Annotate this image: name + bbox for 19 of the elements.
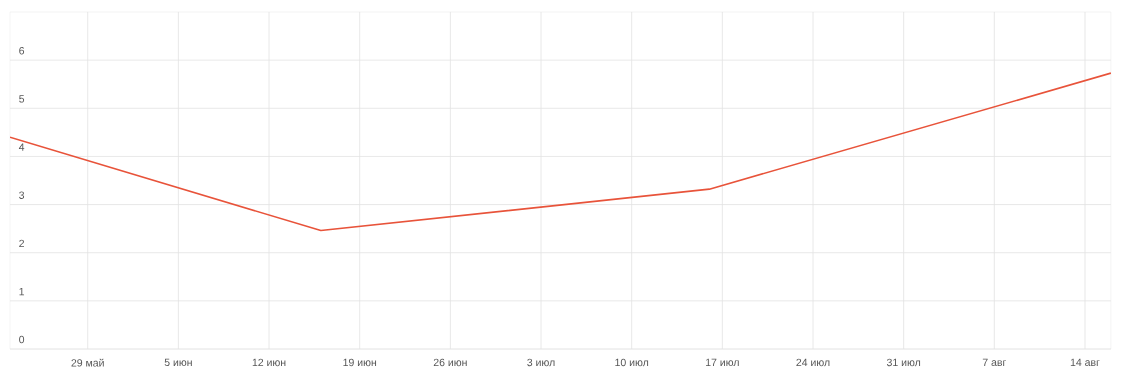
y-tick-label: 5 xyxy=(19,95,25,103)
x-tick-label: 24 июл xyxy=(796,358,830,367)
y-tick-label: 3 xyxy=(19,191,25,199)
x-tick-label: 29 май xyxy=(71,358,104,367)
y-tick-label: 0 xyxy=(19,335,25,344)
x-tick-label: 19 июн xyxy=(343,358,377,367)
x-tick-label: 5 июн xyxy=(164,358,192,367)
y-tick-label: 6 xyxy=(19,47,25,55)
x-tick-label: 7 авг xyxy=(982,358,1006,367)
x-tick-label: 26 июн xyxy=(433,358,467,367)
y-tick-label: 1 xyxy=(19,287,25,296)
x-tick-label: 10 июл xyxy=(615,358,649,367)
x-tick-label: 3 июл xyxy=(527,358,555,367)
x-tick-label: 14 авг xyxy=(1070,358,1100,367)
y-tick-label: 2 xyxy=(19,239,25,248)
x-tick-label: 31 июл xyxy=(886,358,921,367)
y-tick-label: 4 xyxy=(18,143,25,151)
x-tick-label: 17 июл xyxy=(706,358,739,367)
x-tick-label: 12 июн xyxy=(252,358,286,367)
